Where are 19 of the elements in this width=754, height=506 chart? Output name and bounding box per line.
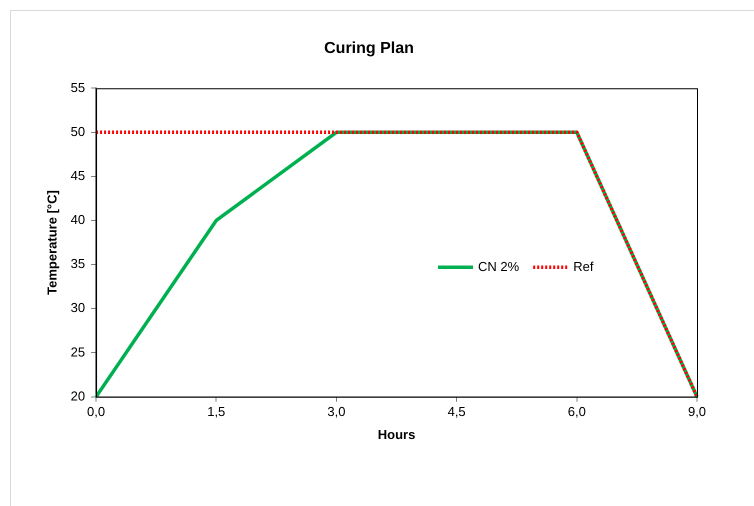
y-tick-label: 55	[70, 80, 86, 95]
chart-title: Curing Plan	[324, 40, 414, 58]
x-axis-title: Hours	[378, 426, 416, 442]
y-tick-label: 35	[70, 256, 86, 272]
x-tick-label: 9,0	[688, 404, 706, 420]
x-tick-label: 1,5	[207, 404, 226, 420]
y-tick-label: 45	[70, 168, 86, 183]
y-tick-label: 30	[70, 300, 86, 316]
x-tick-label: 6,0	[568, 404, 586, 420]
legend-label: CN 2%	[478, 258, 520, 274]
y-tick-label: 50	[70, 124, 86, 139]
x-tick-label: 3,0	[327, 404, 346, 420]
legend-label: Ref	[573, 258, 594, 274]
y-tick-label: 20	[70, 388, 86, 404]
y-tick-label: 25	[70, 344, 86, 360]
x-tick-label: 4,5	[448, 404, 466, 420]
y-axis-title: Temperature [°C]	[44, 190, 60, 295]
y-tick-label: 40	[70, 212, 86, 228]
x-tick-label: 0,0	[87, 404, 106, 420]
